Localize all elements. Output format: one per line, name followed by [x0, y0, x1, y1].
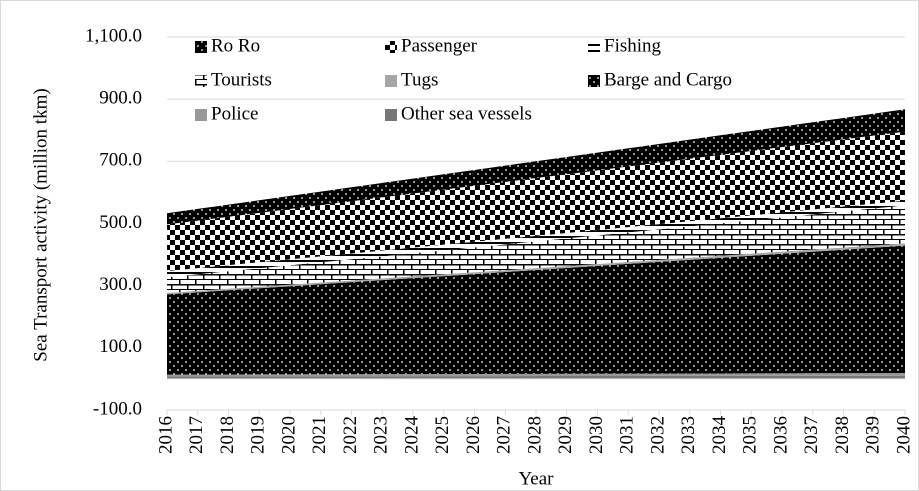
- area: [167, 373, 905, 377]
- x-tick-label: 2021: [309, 416, 330, 454]
- y-tick-label: 300.0: [99, 274, 142, 295]
- y-axis-title: Sea Transport activity (million tkm): [30, 88, 51, 361]
- legend-label: Police: [211, 103, 259, 124]
- x-tick-label: 2022: [340, 416, 361, 454]
- x-tick-label: 2016: [155, 416, 176, 454]
- x-tick-label: 2036: [770, 416, 791, 454]
- x-tick-label: 2020: [278, 416, 299, 454]
- legend-swatch: [385, 41, 397, 53]
- legend-label: Other sea vessels: [401, 103, 532, 124]
- x-tick-label: 2023: [371, 416, 392, 454]
- legend-swatch: [588, 75, 600, 87]
- area: [167, 200, 905, 278]
- y-tick-label: 900.0: [99, 88, 142, 109]
- y-tick-label: -100.0: [93, 398, 142, 419]
- y-tick-label: 1,100.0: [85, 25, 142, 46]
- y-tick-label: 100.0: [99, 336, 142, 357]
- legend-label: Fishing: [604, 35, 662, 56]
- legend-swatch: [195, 41, 207, 53]
- x-tick-label: 2032: [647, 416, 668, 454]
- x-tick-label: 2025: [432, 416, 453, 454]
- y-tick-label: 500.0: [99, 212, 142, 233]
- x-tick-label: 2026: [463, 416, 484, 454]
- x-tick-label: 2028: [524, 416, 545, 454]
- legend-swatch: [195, 75, 207, 87]
- area: [167, 109, 905, 225]
- x-tick-label: 2039: [863, 416, 884, 454]
- x-tick-label: 2040: [893, 416, 914, 454]
- x-tick-label: 2037: [801, 416, 822, 454]
- y-tick-label: 700.0: [99, 150, 142, 171]
- legend-label: Tourists: [211, 69, 272, 90]
- x-tick-label: 2029: [555, 416, 576, 454]
- x-tick-label: 2030: [586, 416, 607, 454]
- legend-swatch: [385, 109, 397, 121]
- area: [167, 131, 905, 272]
- legend-label: Barge and Cargo: [604, 69, 732, 90]
- x-tick-label: 2035: [740, 416, 761, 454]
- legend-swatch: [385, 75, 397, 87]
- legend-label: Tugs: [401, 69, 438, 90]
- x-tick-label: 2033: [678, 416, 699, 454]
- x-axis-title: Year: [518, 468, 554, 489]
- area: [167, 245, 905, 375]
- area: [167, 375, 905, 379]
- x-tick-label: 2018: [217, 416, 238, 454]
- legend-swatch: [195, 109, 207, 121]
- x-tick-label: 2027: [494, 416, 515, 454]
- x-tick-label: 2017: [186, 416, 207, 454]
- legend-swatch: [588, 41, 600, 53]
- legend-label: Passenger: [401, 35, 478, 56]
- area: [167, 205, 905, 293]
- x-tick-label: 2019: [248, 416, 269, 454]
- legend-label: Ro Ro: [211, 35, 260, 56]
- x-tick-label: 2024: [401, 416, 422, 455]
- x-tick-label: 2034: [709, 416, 730, 455]
- x-tick-label: 2031: [617, 416, 638, 454]
- area: [167, 243, 905, 295]
- x-tick-label: 2038: [832, 416, 853, 454]
